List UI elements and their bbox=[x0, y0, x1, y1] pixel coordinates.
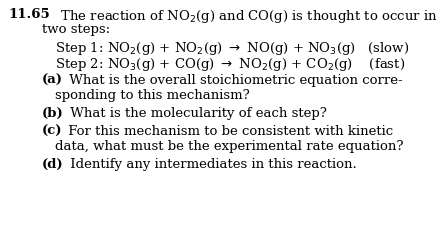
Text: Step 2: NO$_3$(g) + CO(g) $\rightarrow$ NO$_2$(g) + CO$_2$(g)    (fast): Step 2: NO$_3$(g) + CO(g) $\rightarrow$ … bbox=[55, 56, 405, 73]
Text: (a): (a) bbox=[42, 74, 63, 87]
Text: data, what must be the experimental rate equation?: data, what must be the experimental rate… bbox=[55, 140, 404, 153]
Text: For this mechanism to be consistent with kinetic: For this mechanism to be consistent with… bbox=[65, 125, 394, 138]
Text: (d): (d) bbox=[42, 158, 64, 171]
Text: 11.65: 11.65 bbox=[8, 8, 50, 21]
Text: Step 1: NO$_2$(g) + NO$_2$(g) $\rightarrow$ NO(g) + NO$_3$(g)   (slow): Step 1: NO$_2$(g) + NO$_2$(g) $\rightarr… bbox=[55, 40, 409, 57]
Text: Identify any intermediates in this reaction.: Identify any intermediates in this react… bbox=[65, 158, 356, 171]
Text: (c): (c) bbox=[42, 125, 63, 138]
Text: two steps:: two steps: bbox=[42, 23, 110, 36]
Text: What is the molecularity of each step?: What is the molecularity of each step? bbox=[66, 107, 327, 120]
Text: sponding to this mechanism?: sponding to this mechanism? bbox=[55, 89, 250, 102]
Text: The reaction of NO$_2$(g) and CO(g) is thought to occur in: The reaction of NO$_2$(g) and CO(g) is t… bbox=[52, 8, 438, 25]
Text: What is the overall stoichiometric equation corre-: What is the overall stoichiometric equat… bbox=[65, 74, 403, 87]
Text: (b): (b) bbox=[42, 107, 64, 120]
